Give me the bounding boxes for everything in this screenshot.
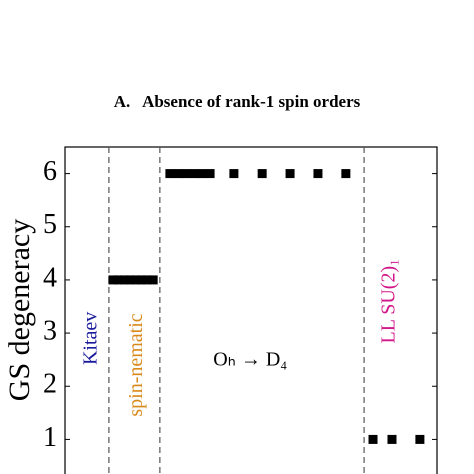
y-tick-label: 4: [43, 262, 57, 293]
point: [189, 169, 199, 179]
region-label: LL SU(2)₁: [378, 259, 400, 344]
y-tick-label: 6: [43, 156, 57, 187]
point: [108, 275, 118, 285]
point: [142, 275, 152, 285]
region-label: spin-nematic: [125, 313, 147, 416]
point: [148, 275, 158, 285]
point: [313, 169, 323, 179]
section-heading: A. Absence of rank-1 spin orders: [114, 92, 361, 111]
point: [197, 169, 207, 179]
point: [387, 434, 397, 444]
y-tick-label: 1: [43, 422, 57, 453]
y-axis-label: GS degeneracy: [3, 219, 36, 401]
point: [125, 275, 135, 285]
point: [229, 169, 239, 179]
point: [131, 275, 141, 285]
point: [181, 169, 191, 179]
point: [341, 169, 351, 179]
region-label: Oₕ → D₄: [213, 348, 287, 370]
plot-frame: [64, 146, 438, 474]
point: [120, 275, 130, 285]
y-tick-label: 3: [43, 316, 57, 347]
point: [165, 169, 175, 179]
y-tick-label: 2: [43, 369, 57, 400]
point: [205, 169, 215, 179]
point: [136, 275, 146, 285]
point: [173, 169, 183, 179]
point: [368, 434, 378, 444]
point: [285, 169, 295, 179]
point: [415, 434, 425, 444]
point: [257, 169, 267, 179]
region-label: Kitaev: [79, 312, 101, 365]
y-tick-label: 5: [43, 209, 57, 240]
point: [114, 275, 124, 285]
